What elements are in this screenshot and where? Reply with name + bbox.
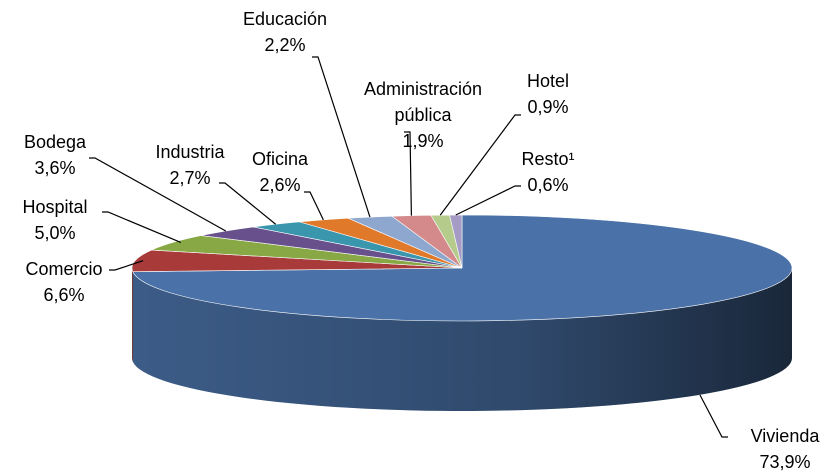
value-label: 3,6% bbox=[34, 158, 75, 178]
side-shading bbox=[132, 268, 133, 362]
value-label: 2,6% bbox=[259, 175, 300, 195]
value-label: 2,2% bbox=[264, 35, 305, 55]
leader-line bbox=[102, 211, 182, 244]
category-label: Bodega bbox=[24, 132, 87, 152]
slice bbox=[132, 214, 793, 322]
side-shading bbox=[132, 268, 793, 411]
category-label: Hospital bbox=[22, 197, 87, 217]
category-label: Educación bbox=[243, 9, 327, 29]
leader-line bbox=[455, 185, 521, 216]
value-label: 0,6% bbox=[527, 175, 568, 195]
slice bbox=[449, 214, 463, 269]
leader-line bbox=[312, 56, 371, 218]
leader-line bbox=[109, 260, 144, 271]
leader-line bbox=[699, 394, 728, 438]
value-label: 6,6% bbox=[43, 285, 84, 305]
category-label: Comercio bbox=[25, 259, 102, 279]
category-label: Administración pública bbox=[364, 79, 482, 125]
value-label: 73,9% bbox=[759, 452, 810, 471]
category-label: Oficina bbox=[252, 149, 309, 169]
value-label: 0,9% bbox=[527, 97, 568, 117]
value-label: 2,7% bbox=[169, 168, 210, 188]
slice bbox=[131, 249, 463, 272]
leader-line bbox=[304, 191, 324, 221]
slice bbox=[151, 235, 463, 269]
leader-line bbox=[219, 182, 277, 225]
category-label: Hotel bbox=[527, 71, 569, 91]
category-label: Vivienda bbox=[751, 426, 821, 446]
category-label: Industria bbox=[155, 142, 225, 162]
leader-line bbox=[89, 157, 227, 232]
value-label: 1,9% bbox=[402, 131, 443, 151]
leader-line bbox=[439, 114, 521, 216]
leader-line bbox=[404, 131, 413, 216]
category-label: Resto¹ bbox=[521, 149, 574, 169]
value-label: 5,0% bbox=[34, 223, 75, 243]
